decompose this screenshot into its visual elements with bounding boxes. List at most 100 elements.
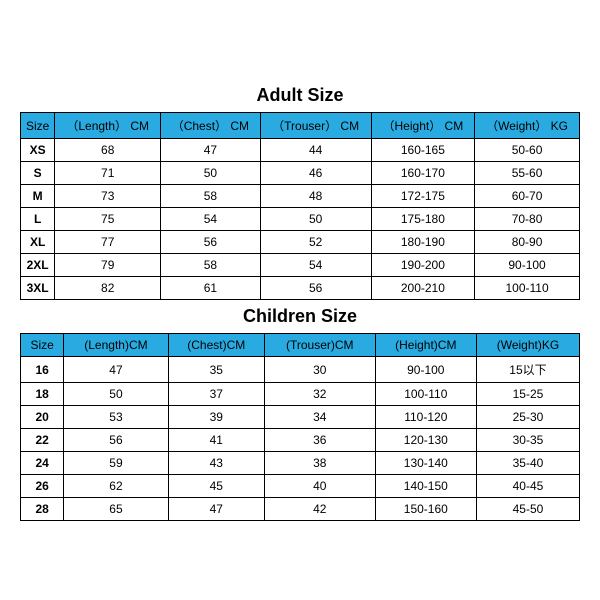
children-cell: 18	[21, 383, 64, 406]
children-cell: 35-40	[476, 452, 579, 475]
children-cell: 65	[64, 498, 168, 521]
children-row: 28654742150-16045-50	[21, 498, 580, 521]
adult-cell: 58	[161, 254, 260, 277]
adult-row: S715046160-17055-60	[21, 162, 580, 185]
adult-cell: 3XL	[21, 277, 55, 300]
size-chart-container: Adult Size Size （Length） CM （Chest） CM （…	[20, 79, 580, 521]
adult-cell: 80-90	[475, 231, 580, 254]
children-cell: 43	[168, 452, 264, 475]
adult-row: XL775652180-19080-90	[21, 231, 580, 254]
adult-size-title: Adult Size	[20, 79, 580, 112]
children-row: 1647353090-10015以下	[21, 357, 580, 383]
children-cell: 45	[168, 475, 264, 498]
adult-cell: 200-210	[371, 277, 474, 300]
children-col-chest: (Chest)CM	[168, 334, 264, 357]
adult-col-trouser: （Trouser） CM	[260, 113, 371, 139]
adult-cell: 52	[260, 231, 371, 254]
adult-cell: 71	[55, 162, 161, 185]
adult-cell: 160-170	[371, 162, 474, 185]
children-cell: 47	[64, 357, 168, 383]
children-cell: 37	[168, 383, 264, 406]
adult-cell: 160-165	[371, 139, 474, 162]
children-cell: 25-30	[476, 406, 579, 429]
adult-cell: S	[21, 162, 55, 185]
adult-cell: 48	[260, 185, 371, 208]
children-cell: 35	[168, 357, 264, 383]
children-cell: 45-50	[476, 498, 579, 521]
adult-cell: 58	[161, 185, 260, 208]
adult-size-table: Size （Length） CM （Chest） CM （Trouser） CM…	[20, 112, 580, 300]
adult-cell: 55-60	[475, 162, 580, 185]
children-cell: 40	[264, 475, 375, 498]
adult-cell: 68	[55, 139, 161, 162]
children-col-trouser: (Trouser)CM	[264, 334, 375, 357]
adult-cell: 44	[260, 139, 371, 162]
children-cell: 59	[64, 452, 168, 475]
children-cell: 42	[264, 498, 375, 521]
adult-col-weight: （Weight） KG	[475, 113, 580, 139]
children-row: 18503732100-11015-25	[21, 383, 580, 406]
adult-col-chest: （Chest） CM	[161, 113, 260, 139]
children-cell: 32	[264, 383, 375, 406]
adult-cell: 75	[55, 208, 161, 231]
adult-col-height: （Height） CM	[371, 113, 474, 139]
children-cell: 50	[64, 383, 168, 406]
children-col-size: Size	[21, 334, 64, 357]
adult-body: XS684744160-16550-60S715046160-17055-60M…	[21, 139, 580, 300]
adult-cell: 50	[161, 162, 260, 185]
children-cell: 40-45	[476, 475, 579, 498]
adult-row: 2XL795854190-20090-100	[21, 254, 580, 277]
adult-cell: L	[21, 208, 55, 231]
adult-cell: XS	[21, 139, 55, 162]
children-cell: 30-35	[476, 429, 579, 452]
adult-col-size: Size	[21, 113, 55, 139]
adult-row: L755450175-18070-80	[21, 208, 580, 231]
adult-cell: 77	[55, 231, 161, 254]
children-cell: 20	[21, 406, 64, 429]
children-cell: 15-25	[476, 383, 579, 406]
children-cell: 34	[264, 406, 375, 429]
children-cell: 90-100	[375, 357, 476, 383]
adult-cell: 60-70	[475, 185, 580, 208]
adult-cell: 2XL	[21, 254, 55, 277]
adult-cell: 100-110	[475, 277, 580, 300]
adult-cell: 172-175	[371, 185, 474, 208]
children-col-weight: (Weight)KG	[476, 334, 579, 357]
children-body: 1647353090-10015以下18503732100-11015-2520…	[21, 357, 580, 521]
adult-cell: 50-60	[475, 139, 580, 162]
children-cell: 47	[168, 498, 264, 521]
children-cell: 38	[264, 452, 375, 475]
adult-cell: 54	[260, 254, 371, 277]
adult-cell: 82	[55, 277, 161, 300]
children-cell: 30	[264, 357, 375, 383]
adult-row: M735848172-17560-70	[21, 185, 580, 208]
adult-cell: 54	[161, 208, 260, 231]
children-row: 24594338130-14035-40	[21, 452, 580, 475]
adult-cell: 73	[55, 185, 161, 208]
adult-cell: 56	[161, 231, 260, 254]
children-cell: 120-130	[375, 429, 476, 452]
children-cell: 150-160	[375, 498, 476, 521]
children-cell: 22	[21, 429, 64, 452]
children-cell: 26	[21, 475, 64, 498]
children-cell: 62	[64, 475, 168, 498]
children-row: 26624540140-15040-45	[21, 475, 580, 498]
children-cell: 140-150	[375, 475, 476, 498]
children-cell: 53	[64, 406, 168, 429]
adult-cell: 79	[55, 254, 161, 277]
children-cell: 130-140	[375, 452, 476, 475]
children-size-table: Size (Length)CM (Chest)CM (Trouser)CM (H…	[20, 333, 580, 521]
children-cell: 15以下	[476, 357, 579, 383]
adult-col-length: （Length） CM	[55, 113, 161, 139]
children-row: 22564136120-13030-35	[21, 429, 580, 452]
adult-cell: 70-80	[475, 208, 580, 231]
children-header-row: Size (Length)CM (Chest)CM (Trouser)CM (H…	[21, 334, 580, 357]
children-cell: 39	[168, 406, 264, 429]
children-cell: 110-120	[375, 406, 476, 429]
adult-cell: 47	[161, 139, 260, 162]
adult-row: 3XL826156200-210100-110	[21, 277, 580, 300]
children-size-title: Children Size	[20, 300, 580, 333]
children-cell: 24	[21, 452, 64, 475]
adult-cell: 90-100	[475, 254, 580, 277]
children-cell: 16	[21, 357, 64, 383]
